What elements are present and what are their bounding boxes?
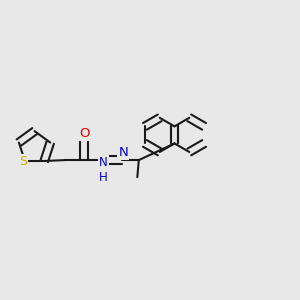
Text: N
H: N H (99, 155, 108, 184)
Text: O: O (79, 127, 89, 140)
Text: S: S (20, 155, 27, 168)
Text: N: N (118, 146, 128, 159)
